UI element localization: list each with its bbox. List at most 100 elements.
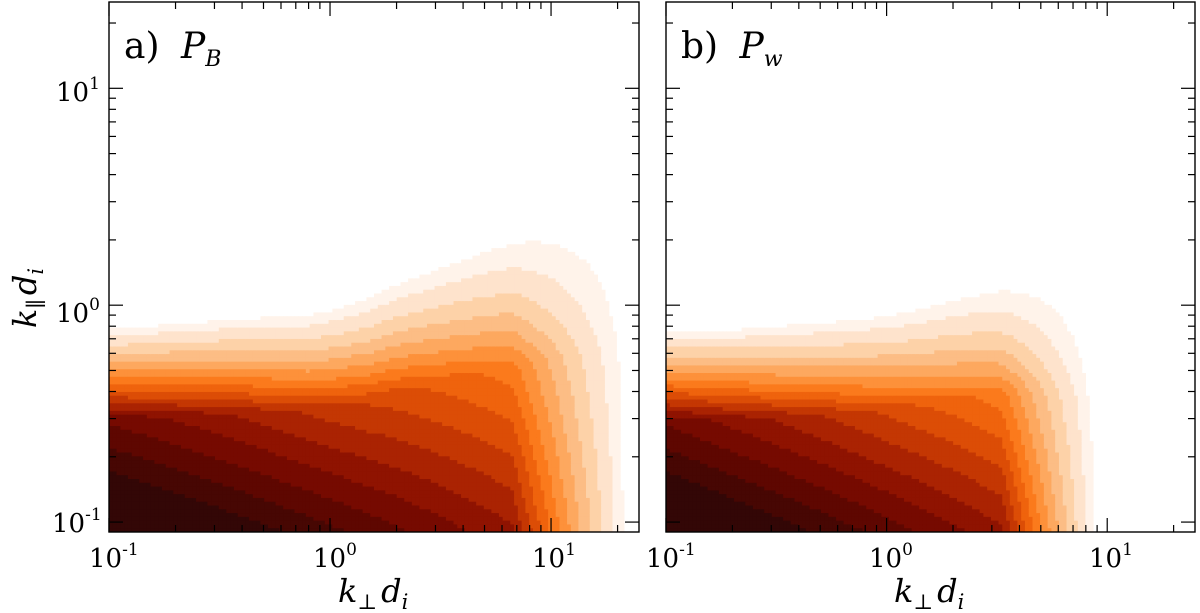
heat-cell bbox=[408, 463, 413, 469]
heat-cell bbox=[264, 444, 269, 450]
heat-cell bbox=[427, 338, 432, 344]
heat-cell bbox=[135, 422, 140, 427]
heat-cell bbox=[400, 308, 405, 314]
heat-cell bbox=[192, 338, 197, 344]
heat-cell bbox=[404, 335, 409, 340]
heat-cell bbox=[366, 460, 371, 465]
heat-cell bbox=[199, 505, 205, 510]
heat-cell bbox=[116, 369, 121, 374]
heat-cell bbox=[381, 505, 386, 510]
heat-cell bbox=[241, 479, 246, 484]
heat-cell bbox=[222, 320, 227, 325]
heat-cell bbox=[271, 323, 277, 329]
heat-cell bbox=[339, 528, 345, 532]
heat-cell bbox=[370, 471, 375, 476]
heat-cell bbox=[211, 354, 216, 359]
heat-cell bbox=[423, 301, 428, 306]
heat-cell bbox=[150, 391, 156, 397]
heat-cell bbox=[146, 486, 152, 491]
heat-cell bbox=[256, 490, 262, 495]
heat-cell bbox=[392, 369, 398, 374]
heat-cell bbox=[370, 403, 375, 408]
heat-cell bbox=[139, 463, 144, 469]
heat-cell bbox=[317, 403, 322, 408]
heat-cell bbox=[396, 297, 402, 302]
heat-cell bbox=[222, 361, 227, 367]
heat-cell bbox=[408, 471, 413, 476]
heat-cell bbox=[362, 524, 368, 529]
heat-cell bbox=[355, 429, 360, 435]
heat-cell bbox=[332, 437, 337, 442]
heat-cell bbox=[215, 528, 220, 532]
heat-cell bbox=[271, 520, 277, 526]
heat-cell bbox=[184, 479, 190, 484]
heat-cell bbox=[268, 342, 273, 348]
heat-cell bbox=[408, 380, 413, 385]
heat-cell bbox=[173, 354, 178, 359]
heat-cell bbox=[392, 308, 398, 314]
heat-cell bbox=[370, 312, 375, 317]
heat-cell bbox=[321, 437, 326, 442]
heat-cell bbox=[146, 528, 152, 532]
heat-cell bbox=[351, 513, 356, 518]
heat-cell bbox=[377, 403, 383, 408]
heat-cell bbox=[252, 516, 258, 522]
heat-cell bbox=[313, 388, 318, 393]
heat-cell bbox=[112, 520, 118, 526]
heat-cell bbox=[184, 490, 190, 495]
heat-cell bbox=[146, 497, 152, 503]
heat-cell bbox=[302, 365, 307, 370]
heat-cell bbox=[184, 414, 190, 420]
heat-cell bbox=[351, 422, 356, 427]
heat-cell bbox=[423, 513, 428, 518]
heat-cell bbox=[196, 388, 201, 393]
heat-cell bbox=[124, 422, 129, 427]
heat-cell bbox=[298, 448, 303, 454]
heat-cell bbox=[366, 448, 371, 454]
heat-cell bbox=[131, 388, 137, 393]
heat-cell bbox=[324, 403, 330, 408]
heat-cell bbox=[268, 486, 273, 491]
heat-cell bbox=[396, 357, 402, 363]
heat-cell bbox=[218, 327, 224, 332]
heat-cell bbox=[415, 342, 421, 348]
heat-cell bbox=[169, 505, 174, 510]
heat-cell bbox=[279, 316, 284, 321]
heat-cell bbox=[370, 346, 375, 351]
heat-cell bbox=[400, 433, 405, 438]
heat-cell bbox=[305, 414, 311, 420]
heat-cell bbox=[404, 391, 409, 397]
heat-cell bbox=[385, 460, 390, 465]
heat-cell bbox=[355, 520, 360, 526]
heat-cell bbox=[146, 365, 152, 370]
heat-cell bbox=[131, 528, 137, 532]
heat-cell bbox=[124, 516, 129, 522]
heat-cell bbox=[154, 384, 159, 389]
heat-cell bbox=[302, 391, 307, 397]
heat-cell bbox=[347, 399, 352, 404]
heat-cell bbox=[408, 429, 413, 435]
heat-cell bbox=[256, 494, 262, 499]
heat-cell bbox=[196, 414, 201, 420]
heat-cell bbox=[215, 426, 220, 431]
heat-cell bbox=[294, 369, 299, 374]
heat-cell bbox=[218, 357, 224, 363]
heat-cell bbox=[362, 357, 368, 363]
heat-cell bbox=[286, 422, 292, 427]
heat-cell bbox=[264, 350, 269, 355]
heat-cell bbox=[124, 460, 129, 465]
heat-cell bbox=[154, 350, 159, 355]
heat-cell bbox=[169, 414, 174, 420]
heat-cell bbox=[241, 475, 246, 480]
heat-cell bbox=[241, 444, 246, 450]
heat-cell bbox=[358, 467, 364, 473]
heat-cell bbox=[120, 433, 125, 438]
heat-cell bbox=[180, 357, 186, 363]
heat-cell bbox=[324, 479, 330, 484]
heat-cell bbox=[199, 433, 205, 438]
heat-cell bbox=[358, 350, 364, 355]
heat-cell bbox=[199, 444, 205, 450]
heat-cell bbox=[143, 497, 148, 503]
heat-cell bbox=[256, 331, 262, 336]
heat-cell bbox=[411, 513, 417, 518]
